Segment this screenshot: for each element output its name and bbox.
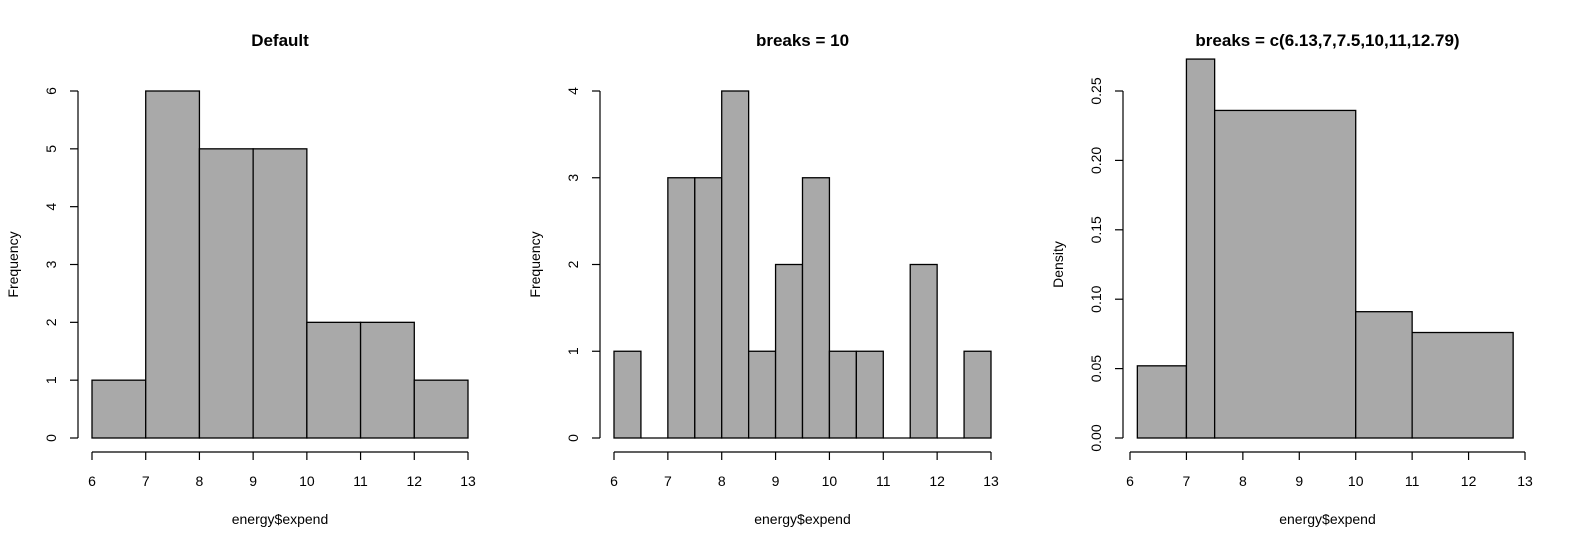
y-tick-label: 0.25 — [1088, 77, 1104, 104]
y-tick-label: 0.15 — [1088, 216, 1104, 243]
histogram-bar — [359, 321, 415, 439]
histogram-bar — [145, 90, 201, 439]
x-tick-label: 12 — [1461, 473, 1477, 489]
chart-title: Default — [251, 31, 309, 50]
x-tick-label: 9 — [1295, 473, 1303, 489]
x-tick-label: 9 — [249, 473, 257, 489]
histogram-bar — [747, 350, 777, 439]
histogram-bar — [198, 148, 254, 439]
histogram-bar — [855, 350, 884, 439]
y-tick-label: 3 — [565, 174, 581, 182]
y-tick-label: 5 — [43, 145, 59, 153]
x-tick-label: 7 — [142, 473, 150, 489]
histogram-bar — [909, 263, 938, 439]
x-tick-label: 13 — [983, 473, 999, 489]
x-tick-label: 9 — [772, 473, 780, 489]
y-tick-label: 6 — [43, 87, 59, 95]
panel-custom-breaks: breaks = c(6.13,7,7.5,10,11,12.79) energ… — [1050, 31, 1533, 527]
y-tick-label: 0 — [565, 434, 581, 442]
x-tick-label: 6 — [1126, 473, 1134, 489]
y-tick-label: 0.10 — [1088, 285, 1104, 312]
histogram-bar — [1136, 365, 1188, 439]
histogram-bar — [801, 177, 831, 439]
x-tick-label: 7 — [1183, 473, 1191, 489]
x-tick-label: 13 — [1517, 473, 1533, 489]
chart-title: breaks = 10 — [756, 31, 849, 50]
x-tick-label: 11 — [353, 473, 368, 489]
histogram-bar — [306, 321, 362, 439]
y-tick-label: 2 — [565, 260, 581, 268]
y-tick-label: 0.20 — [1088, 147, 1104, 174]
y-tick-label: 0 — [43, 434, 59, 442]
y-tick-label: 1 — [43, 376, 59, 384]
x-axis-label: energy$expend — [232, 511, 329, 527]
panel-breaks-10: breaks = 10 energy$expend Frequency 6 7 8 9… — [527, 31, 999, 527]
panel-default: Default energy$expend Frequency 6 7 8 9 10 11… — [5, 31, 476, 527]
histogram-bar — [828, 350, 858, 439]
chart-title: breaks = c(6.13,7,7.5,10,11,12.79) — [1195, 31, 1459, 50]
x-tick-label: 11 — [1405, 473, 1420, 489]
y-tick-label: 3 — [43, 260, 59, 268]
y-tick-label: 2 — [43, 318, 59, 326]
x-tick-label: 12 — [406, 473, 422, 489]
x-axis-label: energy$expend — [754, 511, 851, 527]
x-tick-label: 7 — [664, 473, 672, 489]
histogram-bar — [963, 350, 992, 439]
histogram-bar — [667, 177, 696, 439]
x-tick-label: 12 — [929, 473, 945, 489]
histogram-bar — [252, 148, 308, 439]
x-tick-label: 8 — [196, 473, 204, 489]
histogram-bar — [774, 263, 804, 439]
histogram-bar — [721, 90, 750, 439]
x-tick-label: 8 — [1239, 473, 1247, 489]
x-tick-label: 6 — [610, 473, 618, 489]
y-axis-label: Frequency — [5, 231, 21, 297]
y-tick-label: 1 — [565, 347, 581, 355]
y-axis-label: Frequency — [527, 231, 543, 297]
histogram-bar — [1355, 311, 1413, 439]
x-axis-label: energy$expend — [1279, 511, 1376, 527]
histogram-bar — [413, 379, 469, 439]
y-axis-label: Density — [1050, 241, 1066, 288]
x-tick-label: 10 — [1348, 473, 1364, 489]
histogram-bar — [1213, 109, 1357, 439]
y-tick-label: 4 — [43, 203, 59, 211]
x-tick-label: 10 — [299, 473, 315, 489]
x-tick-label: 6 — [88, 473, 96, 489]
histogram-bar — [613, 350, 642, 439]
y-tick-label: 4 — [565, 87, 581, 95]
x-tick-label: 13 — [460, 473, 476, 489]
histogram-bar — [694, 177, 723, 439]
y-tick-label: 0.00 — [1088, 424, 1104, 451]
histogram-bar — [1185, 58, 1216, 439]
x-tick-label: 10 — [822, 473, 838, 489]
x-tick-label: 11 — [876, 473, 891, 489]
x-tick-label: 8 — [718, 473, 726, 489]
histogram-bar — [1411, 331, 1514, 439]
histogram-bar — [91, 379, 147, 439]
y-tick-label: 0.05 — [1088, 355, 1104, 382]
